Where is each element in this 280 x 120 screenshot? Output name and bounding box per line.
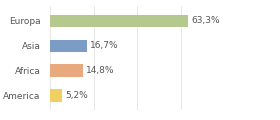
Bar	[50, 40, 87, 52]
Bar	[50, 64, 83, 77]
Text: 5,2%: 5,2%	[65, 91, 88, 100]
Text: 14,8%: 14,8%	[86, 66, 114, 75]
Text: 63,3%: 63,3%	[191, 16, 220, 25]
Bar	[50, 89, 62, 102]
Bar	[50, 15, 188, 27]
Text: 16,7%: 16,7%	[90, 41, 118, 50]
